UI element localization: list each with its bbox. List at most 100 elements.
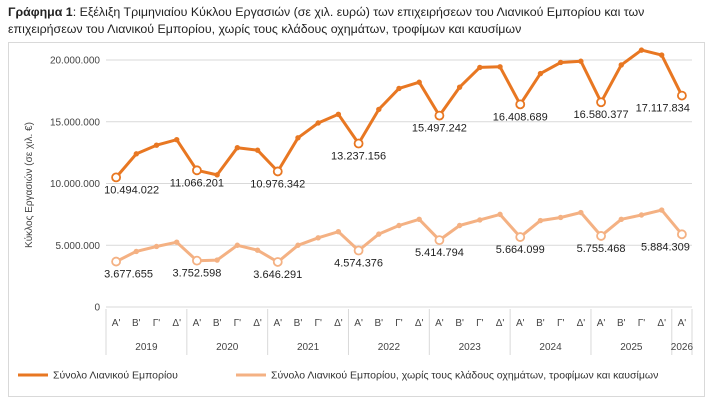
data-point [295,242,301,248]
data-point [353,138,364,149]
data-label: 5.755.468 [577,243,626,255]
data-point [174,136,180,143]
y-tick-label: 20.000.000 [50,56,100,67]
data-label: 11.066.201 [170,177,224,189]
data-label: 13.237.156 [331,151,386,163]
data-point [416,216,422,223]
x-tick-label: Β' [536,318,545,329]
x-tick-label: Α' [112,318,121,329]
caption-text: : Εξέλιξη Τριμηνιαίου Κύκλου Εργασιών (σ… [8,5,645,36]
data-point [214,257,220,263]
x-tick-label: Β' [617,318,626,329]
data-point [515,232,526,242]
x-tick-label: Γ' [476,318,484,329]
data-label: 4.574.376 [334,258,383,270]
data-point [477,217,483,223]
data-label: 3.677.655 [104,269,153,281]
data-label: 16.580.377 [574,109,629,121]
data-point [537,70,544,77]
x-tick-label: Δ' [496,318,505,329]
x-tick-label: Δ' [577,318,586,329]
data-point [676,229,687,240]
x-tick-label: Γ' [638,318,646,329]
data-label: 3.752.598 [172,268,221,280]
x-tick-label: Γ' [153,318,161,329]
data-label: 10.494.022 [104,184,159,196]
data-label: 5.884.309 [641,241,690,253]
x-tick-label: Δ' [415,318,424,329]
data-point [272,257,283,267]
legend-label: Σύνολο Λιανικού Εμπορίου, χωρίς τους κλά… [271,370,658,382]
data-label: 10.976.342 [250,178,305,190]
data-point [315,120,321,126]
year-label: 2022 [378,342,401,353]
data-point [335,228,342,235]
legend: Σύνολο Λιανικού Εμπορίου Σύνολο Λιανικού … [18,370,658,382]
data-point [434,110,445,121]
data-point [315,235,321,241]
x-tick-label: Β' [213,318,222,329]
x-axis: Α' Β' Γ' Δ' Α' Β' Γ' Δ' Α' Β' Γ' Δ' Α' Β' Γ' Δ' Α' Β' Γ' Δ'… [105,309,694,355]
data-point [234,144,241,151]
legend-label: Σύνολο Λιανικού Εμπορίου [53,370,178,382]
data-point [557,214,564,221]
data-point [658,207,665,213]
data-point [638,212,645,218]
data-point [658,52,665,58]
data-point [133,248,140,255]
data-point [133,151,140,157]
year-label: 2021 [297,342,320,353]
year-label: 2020 [216,342,239,353]
data-point [234,242,241,248]
data-point [272,166,283,177]
data-point [353,245,364,256]
x-tick-label: Β' [132,318,141,329]
x-tick-label: Δ' [253,318,262,329]
data-point [111,256,122,267]
x-tick-label: Β' [294,318,303,329]
x-tick-label: Δ' [172,318,181,329]
data-point [676,90,687,101]
data-point [153,243,160,250]
data-point [153,142,160,148]
x-tick-label: Α' [273,318,282,329]
x-tick-label: Β' [374,318,383,329]
data-point [214,172,220,178]
data-point [456,84,463,90]
data-point [335,111,342,118]
data-point [477,64,483,71]
data-point [192,255,202,266]
x-tick-label: Α' [435,318,444,329]
data-point [578,58,584,64]
data-point [618,216,624,223]
year-label: 2023 [459,342,482,353]
x-tick-label: Γ' [395,318,403,329]
data-point [618,62,624,68]
data-point [192,165,202,176]
data-point [497,211,503,218]
data-point [295,135,301,141]
data-point [456,222,463,229]
x-tick-label: Α' [597,318,606,329]
x-tick-label: Δ' [657,318,666,329]
year-label: 2026 [671,342,694,353]
year-label: 2025 [620,342,643,353]
x-tick-label: Α' [193,318,202,329]
data-point [396,85,402,92]
x-tick-label: Α' [678,318,687,329]
year-label: 2024 [539,342,562,353]
data-label: 16.408.689 [493,111,548,123]
data-point [254,247,261,253]
data-point [578,209,584,216]
chart-frame [8,42,705,397]
data-point [254,147,261,153]
x-tick-label: Γ' [557,318,565,329]
year-label: 2019 [135,342,158,353]
data-label: 5.414.794 [415,247,464,259]
data-point [596,231,606,241]
data-point [396,222,402,229]
data-point [434,235,445,246]
y-tick-label: 15.000.000 [50,117,100,128]
data-point [416,79,422,85]
